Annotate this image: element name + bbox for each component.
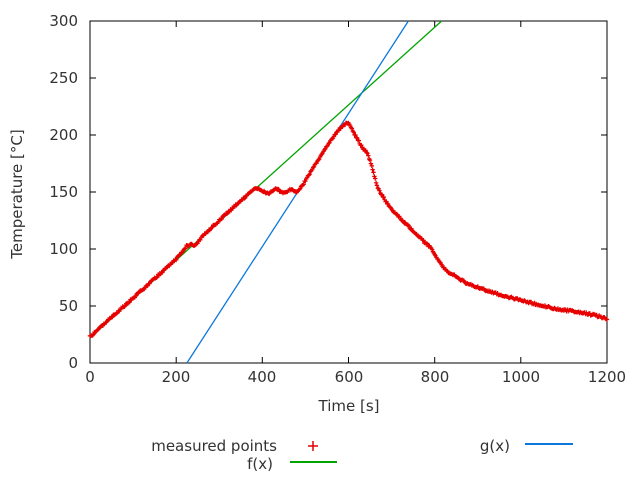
legend-label-measured-points: measured points [151, 437, 277, 455]
plus-marker-icon [308, 441, 318, 451]
x-tick-label: 400 [247, 368, 277, 386]
y-tick-label: 0 [68, 354, 78, 372]
y-tick-label: 250 [49, 69, 78, 87]
x-axis-title: Time [s] [318, 397, 380, 415]
legend-line-sample-f [290, 461, 337, 463]
legend-label-f: f(x) [247, 455, 273, 473]
y-tick-label: 50 [58, 297, 78, 315]
y-tick-label: 100 [49, 240, 78, 258]
y-tick-label: 150 [49, 183, 78, 201]
y-tick-label: 300 [49, 12, 78, 30]
legend-label-g: g(x) [479, 437, 510, 455]
x-tick-label: 1200 [587, 368, 627, 386]
x-tick-label: 800 [420, 368, 450, 386]
y-axis-title: Temperature [°C] [8, 129, 26, 259]
x-tick-label: 600 [334, 368, 364, 386]
legend-line-sample-g [525, 443, 573, 445]
x-tick-label: 1000 [501, 368, 541, 386]
x-tick-label: 200 [161, 368, 191, 386]
x-tick-label: 0 [85, 368, 95, 386]
y-tick-label: 200 [49, 126, 78, 144]
